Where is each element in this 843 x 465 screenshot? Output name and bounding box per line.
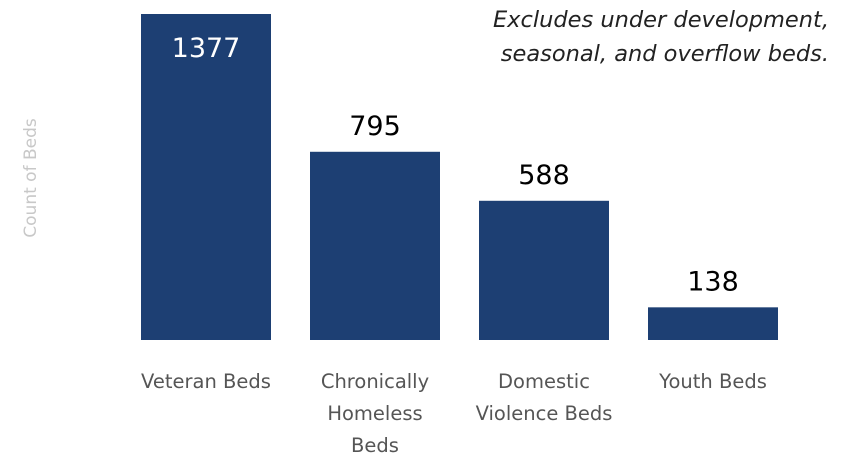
bar-1 bbox=[310, 151, 440, 340]
category-label-1-line-2: Beds bbox=[351, 434, 399, 457]
bars-group bbox=[141, 14, 778, 340]
category-label-1-line-0: Chronically bbox=[321, 370, 429, 393]
category-label-2-line-1: Violence Beds bbox=[476, 402, 613, 425]
category-label-1-line-1: Homeless bbox=[327, 402, 422, 425]
data-label-3: 138 bbox=[687, 266, 739, 297]
annotation-line-2: seasonal, and overflow beds. bbox=[500, 41, 829, 67]
bar-0 bbox=[141, 14, 271, 340]
chart-annotation: Excludes under development, seasonal, an… bbox=[469, 3, 829, 71]
y-axis-title: Count of Beds bbox=[21, 118, 41, 238]
bar-2 bbox=[479, 200, 609, 340]
category-label-2-line-0: Domestic bbox=[498, 370, 590, 393]
annotation-line-1: Excludes under development, bbox=[492, 7, 829, 33]
category-label-0-line-0: Veteran Beds bbox=[141, 370, 271, 393]
category-labels-group: Veteran Beds Chronically Homeless Beds Domes… bbox=[141, 370, 767, 457]
data-labels-group: 1377 795 588 138 bbox=[172, 33, 739, 297]
bar-3 bbox=[648, 307, 778, 340]
data-label-1: 795 bbox=[349, 111, 401, 142]
data-label-0: 1377 bbox=[172, 33, 241, 64]
data-label-2: 588 bbox=[518, 160, 570, 191]
category-label-3-line-0: Youth Beds bbox=[658, 370, 767, 393]
